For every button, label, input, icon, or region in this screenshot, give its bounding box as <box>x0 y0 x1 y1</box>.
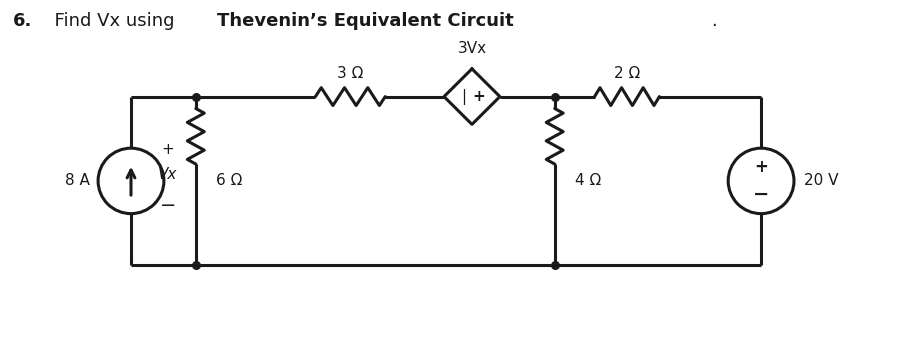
Text: 3Vx: 3Vx <box>458 41 487 56</box>
Text: |: | <box>461 89 467 104</box>
Text: +: + <box>754 158 768 176</box>
Text: 6.: 6. <box>14 12 33 30</box>
Text: +: + <box>161 142 174 157</box>
Text: Thevenin’s Equivalent Circuit: Thevenin’s Equivalent Circuit <box>216 12 514 30</box>
Text: 2 Ω: 2 Ω <box>613 66 640 81</box>
Text: −: − <box>160 196 176 215</box>
Text: 4 Ω: 4 Ω <box>575 173 601 188</box>
Text: 3 Ω: 3 Ω <box>337 66 363 81</box>
Text: Vx: Vx <box>159 167 178 183</box>
Text: 8 A: 8 A <box>65 173 90 188</box>
Text: 20 V: 20 V <box>804 173 838 188</box>
Text: .: . <box>712 12 717 30</box>
Text: 6 Ω: 6 Ω <box>215 173 242 188</box>
Text: +: + <box>472 89 485 104</box>
Text: −: − <box>753 185 769 204</box>
Text: Find Vx using: Find Vx using <box>43 12 181 30</box>
